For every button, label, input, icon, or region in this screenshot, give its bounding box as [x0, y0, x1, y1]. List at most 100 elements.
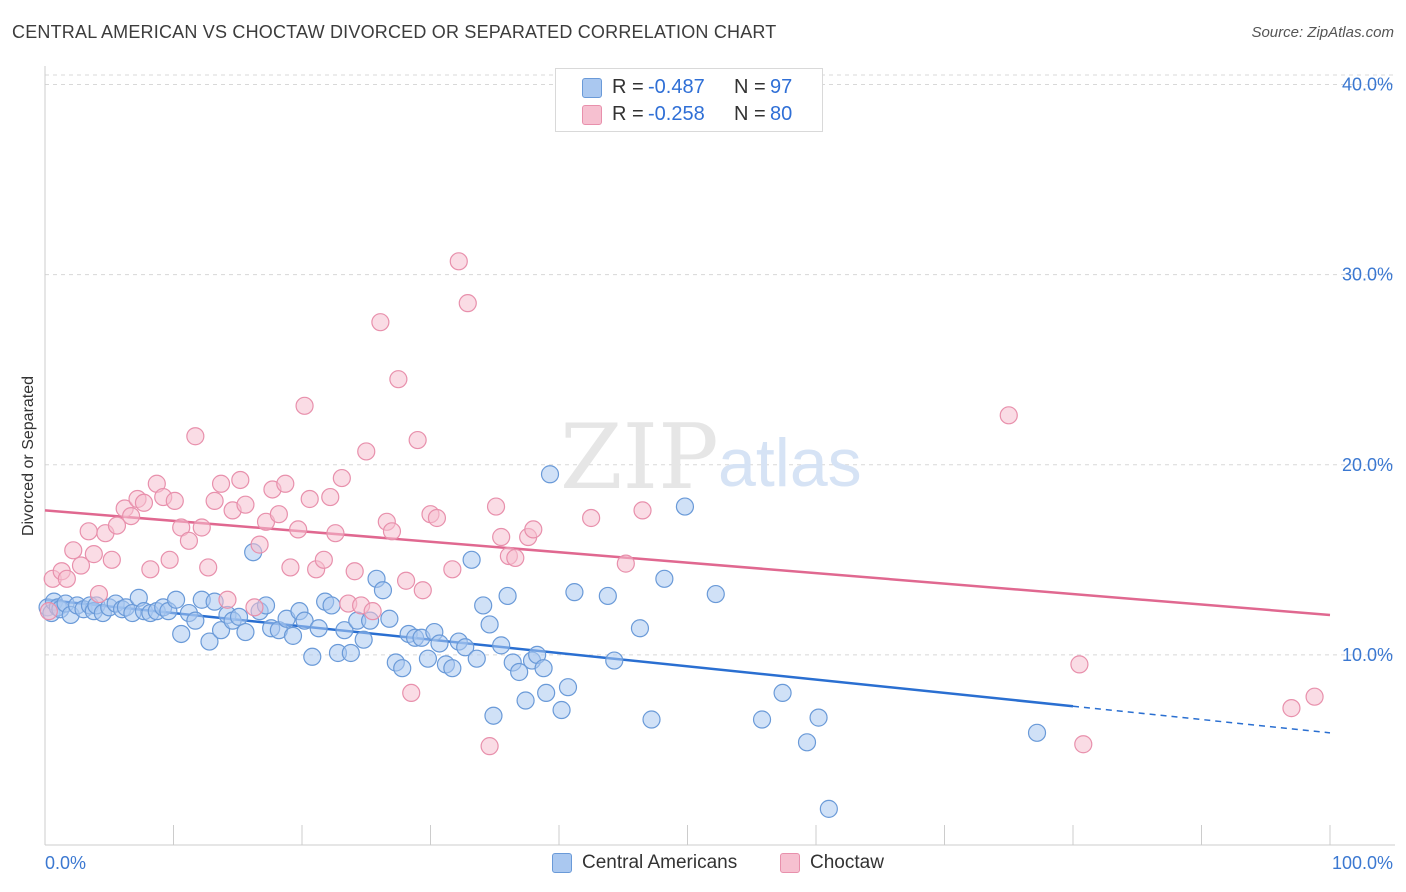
point-choctaw: [413, 581, 432, 600]
point-central-american: [229, 607, 249, 626]
point-central-american: [809, 708, 828, 727]
point-central-american: [498, 586, 517, 606]
point-choctaw: [1305, 687, 1324, 706]
legend-r-value: -0.258: [648, 103, 705, 125]
point-choctaw: [427, 508, 447, 528]
point-choctaw: [332, 468, 351, 488]
point-choctaw: [345, 562, 364, 581]
point-central-american: [630, 619, 650, 638]
point-choctaw: [443, 560, 462, 579]
point-choctaw: [524, 520, 543, 539]
point-central-american: [283, 626, 303, 645]
y-tick-label: 10.0%: [1342, 645, 1393, 665]
point-choctaw: [64, 541, 83, 560]
point-choctaw: [107, 516, 127, 535]
point-choctaw: [396, 571, 416, 590]
chart-title: CENTRAL AMERICAN VS CHOCTAW DIVORCED OR …: [12, 22, 777, 42]
point-choctaw: [89, 584, 109, 604]
point-choctaw: [999, 406, 1018, 425]
watermark-atlas: atlas: [718, 425, 862, 501]
point-central-american: [655, 569, 674, 588]
x-tick-label: 100.0%: [1332, 853, 1393, 873]
point-choctaw: [269, 505, 288, 524]
point-central-american: [303, 647, 322, 666]
point-choctaw: [165, 491, 184, 510]
point-choctaw: [141, 560, 160, 579]
point-central-american: [675, 497, 695, 516]
point-choctaw: [582, 508, 601, 528]
point-central-american: [558, 678, 578, 697]
point-choctaw: [458, 294, 477, 313]
point-central-american: [484, 706, 503, 725]
point-choctaw: [389, 370, 408, 389]
legend-r-label: R =: [612, 76, 644, 98]
point-choctaw: [616, 554, 635, 573]
point-central-american: [166, 590, 186, 609]
watermark-zip: ZIP: [560, 405, 719, 510]
point-central-american: [537, 683, 556, 703]
point-choctaw: [79, 522, 98, 541]
point-choctaw: [326, 524, 345, 543]
legend-label: Central Americans: [582, 852, 738, 873]
point-choctaw: [281, 558, 300, 577]
point-central-american: [552, 700, 571, 720]
point-central-american: [430, 634, 449, 653]
legend-swatch-blue: [552, 853, 572, 873]
source-label: Source: ZipAtlas.com: [1251, 24, 1394, 41]
point-central-american: [354, 630, 373, 649]
legend-r-value: -0.487: [648, 76, 705, 98]
point-central-american: [492, 636, 511, 655]
point-central-american: [480, 615, 499, 634]
legend-label: Choctaw: [810, 852, 884, 873]
point-choctaw: [250, 535, 269, 554]
y-tick-label: 20.0%: [1342, 455, 1393, 475]
y-axis-label: Divorced or Separated: [20, 376, 37, 536]
point-central-american: [418, 649, 438, 668]
point-choctaw: [492, 527, 511, 547]
legend-swatch-pink: [780, 853, 800, 873]
point-choctaw: [211, 474, 231, 493]
point-central-american: [797, 733, 817, 752]
point-central-american: [335, 621, 354, 640]
legend-n-value: 97: [770, 76, 793, 98]
point-central-american: [1027, 723, 1047, 742]
point-central-american: [773, 683, 792, 703]
point-choctaw: [480, 737, 499, 756]
point-central-american: [380, 609, 399, 628]
point-choctaw: [160, 550, 179, 569]
point-central-american: [819, 799, 838, 818]
point-central-american: [706, 584, 725, 604]
point-choctaw: [506, 548, 525, 568]
point-central-american: [510, 662, 529, 682]
point-choctaw: [218, 590, 237, 609]
point-choctaw: [633, 501, 652, 520]
point-choctaw: [486, 497, 506, 516]
point-choctaw: [39, 602, 58, 621]
point-central-american: [236, 622, 255, 642]
point-central-american: [565, 583, 584, 602]
legend-row-choctaw: R = -0.258 N = 80: [556, 101, 822, 129]
point-central-american: [309, 619, 328, 638]
point-choctaw: [192, 518, 211, 537]
point-choctaw: [134, 493, 154, 512]
point-central-american: [341, 643, 360, 663]
point-choctaw: [276, 474, 295, 493]
legend-n-value: 80: [770, 103, 793, 125]
point-choctaw: [102, 550, 121, 569]
point-choctaw: [363, 602, 382, 621]
legend-n-label: N =: [734, 103, 766, 125]
point-central-american: [534, 659, 553, 678]
point-choctaw: [245, 598, 264, 617]
point-central-american: [373, 581, 393, 600]
point-choctaw: [300, 489, 319, 509]
point-choctaw: [1074, 735, 1093, 754]
point-choctaw: [371, 313, 390, 332]
point-central-american: [462, 550, 481, 569]
point-central-american: [474, 596, 493, 615]
axes: [44, 66, 1395, 846]
point-choctaw: [179, 531, 199, 550]
point-central-american: [605, 651, 624, 670]
point-central-american: [467, 649, 486, 668]
point-choctaw: [357, 442, 376, 461]
